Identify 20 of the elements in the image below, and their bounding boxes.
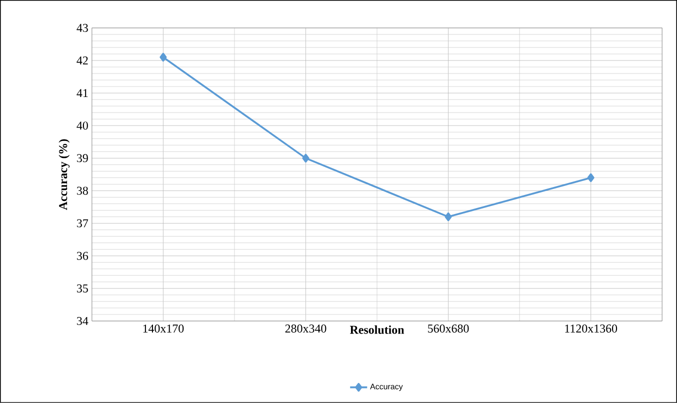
x-tick-label: 280x340	[285, 324, 326, 333]
y-tick-label: 36	[77, 252, 88, 260]
y-tick-label: 38	[77, 186, 88, 195]
x-tick-label: 140x170	[143, 324, 184, 333]
y-tick-label: 39	[77, 154, 88, 162]
y-tick-label: 43	[76, 24, 88, 32]
y-tick-label: 34	[77, 317, 88, 326]
y-tick-label: 41	[76, 89, 88, 98]
point	[587, 173, 594, 182]
y-tick-label: 40	[76, 122, 88, 130]
y-tick-label: 35	[77, 284, 88, 292]
y-tick-label: 37	[77, 219, 88, 228]
point	[160, 52, 167, 62]
x-tick-label: 560x680	[428, 324, 469, 333]
point	[444, 212, 452, 222]
y-tick-label: 42	[76, 56, 88, 64]
x-axis-title: Resolution	[350, 325, 404, 334]
point	[302, 154, 310, 163]
y-axis-title: Accuracy (%)	[58, 139, 70, 210]
x-tick-label: 1120x1360	[565, 324, 618, 333]
